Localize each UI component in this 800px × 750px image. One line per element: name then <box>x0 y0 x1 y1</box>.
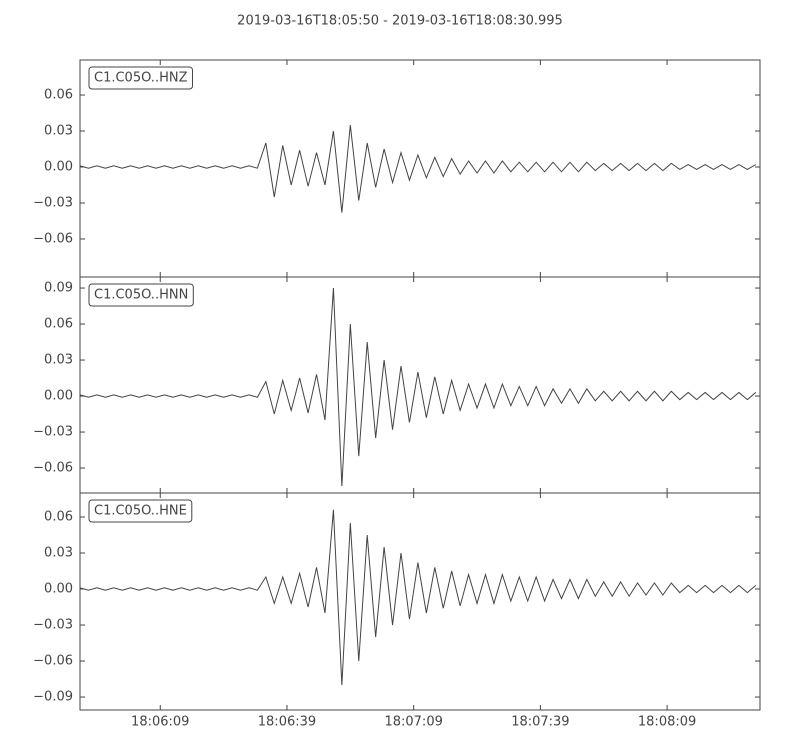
waveform <box>80 288 757 487</box>
y-tick-label: 0.09 <box>44 281 73 296</box>
y-tick-label: −0.06 <box>33 461 73 476</box>
y-tick-label: −0.06 <box>33 654 73 669</box>
chart-title: 2019-03-16T18:05:50 - 2019-03-16T18:08:3… <box>237 14 563 29</box>
y-tick-label: 0.06 <box>44 510 73 525</box>
y-tick-label: −0.03 <box>33 618 73 633</box>
trace-label: C1.C05O..HNZ <box>94 71 188 86</box>
y-tick-label: −0.09 <box>33 690 73 705</box>
label-box <box>88 283 194 307</box>
label-box <box>88 66 193 90</box>
waveform <box>80 509 757 686</box>
y-tick-label: −0.03 <box>33 195 73 210</box>
y-tick-label: 0.03 <box>44 124 73 139</box>
y-tick-label: 0.03 <box>44 353 73 368</box>
y-tick-label: −0.03 <box>33 425 73 440</box>
y-tick-label: 0.06 <box>44 317 73 332</box>
trace-label: C1.C05O..HNE <box>94 504 187 519</box>
x-tick-label: 18:07:39 <box>511 715 569 730</box>
x-tick-label: 18:06:39 <box>258 715 316 730</box>
x-tick-label: 18:07:09 <box>384 715 442 730</box>
y-tick-label: 0.00 <box>44 160 73 175</box>
panel-frame <box>79 492 761 711</box>
y-tick-label: 0.00 <box>44 389 73 404</box>
y-tick-label: 0.00 <box>44 582 73 597</box>
y-tick-label: −0.06 <box>33 231 73 246</box>
trace-label: C1.C05O..HNN <box>94 288 188 303</box>
x-tick-label: 18:06:09 <box>131 715 189 730</box>
label-box <box>88 499 193 523</box>
y-tick-label: 0.06 <box>44 88 73 103</box>
waveform <box>80 124 757 213</box>
y-tick-label: 0.03 <box>44 546 73 561</box>
x-tick-label: 18:08:09 <box>638 715 696 730</box>
